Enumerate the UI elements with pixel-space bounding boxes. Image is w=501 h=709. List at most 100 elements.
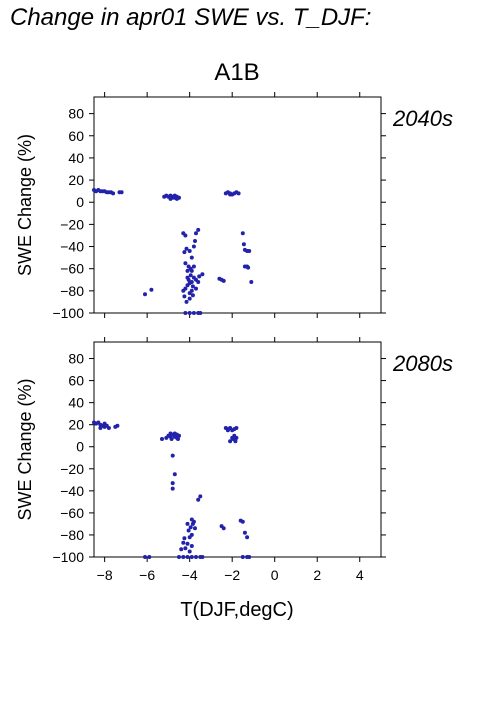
data-point [196, 497, 201, 502]
data-point [236, 191, 241, 196]
y-tick-label: −80 [60, 527, 84, 543]
y-tick-label: 60 [68, 128, 84, 144]
data-point [241, 242, 246, 247]
data-point [242, 530, 247, 535]
data-point [185, 268, 190, 273]
data-point [249, 280, 254, 284]
data-point [191, 311, 196, 315]
data-point [228, 192, 233, 197]
data-point [160, 437, 164, 441]
y-tick-label: −60 [60, 261, 84, 277]
data-point [247, 555, 252, 559]
x-tick-label: −6 [139, 567, 155, 583]
data-point [221, 278, 226, 283]
data-point [185, 521, 190, 526]
data-point [149, 287, 154, 292]
data-point [240, 519, 245, 524]
data-point [245, 535, 250, 540]
y-tick-label: 60 [68, 373, 84, 389]
data-point [198, 494, 203, 499]
data-point [172, 472, 177, 477]
y-tick-label: 40 [68, 150, 84, 166]
y-tick-label: 0 [76, 439, 84, 455]
data-point [234, 435, 239, 440]
data-point [189, 517, 194, 522]
data-point [230, 435, 235, 440]
data-point [143, 555, 147, 559]
panel-label-2040s: 2040s [392, 106, 453, 131]
data-point [181, 288, 186, 293]
data-point [183, 311, 188, 315]
data-point [190, 284, 195, 289]
y-tick-label: 0 [76, 194, 84, 210]
data-point [194, 231, 198, 236]
data-point [174, 196, 179, 201]
data-point [183, 233, 188, 238]
x-tick-label: 4 [356, 567, 364, 583]
x-tick-label: 2 [313, 567, 321, 583]
data-point [170, 486, 175, 491]
data-point [189, 544, 194, 548]
plot-frame [93, 96, 382, 314]
data-point [143, 292, 147, 297]
data-point [198, 311, 203, 315]
data-point [182, 294, 187, 299]
data-point [187, 549, 192, 554]
data-point [102, 421, 107, 426]
scatter-panel-2080s: −8 −6 −4 −2 0 2 4806040200−20−40−60−80−100SWE … [15, 337, 453, 583]
data-point [197, 274, 202, 279]
data-point [170, 195, 175, 200]
data-point [228, 439, 233, 444]
data-point [189, 255, 194, 260]
data-point [106, 426, 111, 430]
data-point [119, 190, 124, 195]
x-tick-label: −8 [97, 567, 113, 583]
data-point [186, 264, 191, 269]
y-tick-label: −20 [60, 461, 84, 477]
data-point [194, 286, 198, 291]
data-point [190, 293, 195, 298]
y-tick-label: 80 [68, 106, 84, 122]
data-point [188, 273, 193, 278]
y-tick-label: −100 [52, 549, 84, 565]
data-point [184, 246, 189, 251]
data-point [194, 555, 198, 559]
data-point [240, 555, 245, 559]
data-point [196, 227, 201, 232]
data-point [187, 281, 192, 286]
y-tick-label: 80 [68, 351, 84, 367]
x-tick-label: 0 [271, 567, 279, 583]
data-point [184, 299, 189, 304]
chart-main-title: Change in apr01 SWE vs. T_DJF: [10, 4, 372, 31]
data-point [247, 249, 252, 253]
data-point [115, 423, 120, 428]
y-tick-label: 20 [68, 417, 84, 433]
data-point [185, 541, 190, 546]
y-tick-label: −60 [60, 505, 84, 521]
data-point [200, 272, 205, 277]
panel-label-2080s: 2080s [392, 351, 453, 376]
data-point [182, 536, 187, 541]
data-point [183, 261, 188, 266]
data-point [234, 426, 239, 430]
data-point [187, 311, 192, 315]
data-point [176, 437, 180, 441]
y-tick-label: −40 [60, 239, 84, 255]
data-point [185, 555, 190, 559]
data-point [186, 528, 191, 533]
data-point [170, 481, 175, 486]
scatter-points [92, 420, 252, 559]
y-tick-label: −100 [52, 305, 84, 321]
data-point [181, 555, 186, 559]
y-axis-title: SWE Change (%) [15, 378, 35, 520]
data-point [188, 525, 193, 530]
x-tick-label: −2 [224, 567, 240, 583]
y-tick-label: −40 [60, 483, 84, 499]
data-point [111, 191, 116, 196]
data-point [189, 555, 194, 559]
data-point [179, 547, 184, 552]
data-point [189, 288, 194, 293]
x-tick-label: −4 [182, 567, 198, 583]
